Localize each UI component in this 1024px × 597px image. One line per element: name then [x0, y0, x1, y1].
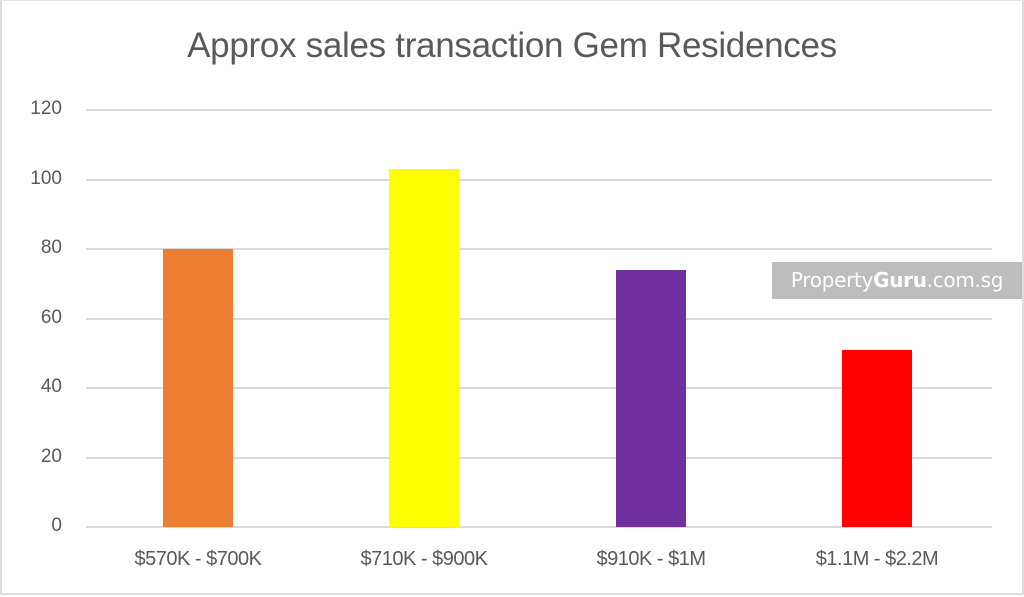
watermark-prefix: Property [790, 268, 874, 292]
gridline [86, 317, 992, 320]
x-tick-label: $570K - $700K [134, 548, 262, 570]
y-tick-label: 40 [40, 376, 62, 397]
x-tick-label: $910K - $1M [596, 548, 706, 570]
gridline [86, 109, 992, 111]
gridline [86, 178, 992, 181]
y-tick-label: 100 [30, 167, 62, 189]
gridline [86, 526, 992, 528]
x-tick-label: $710K - $900K [360, 548, 488, 570]
propertyguru-watermark: PropertyGuru.com.sg [772, 262, 1022, 299]
x-tick-label: $1.1M - $2.2M [815, 548, 939, 570]
bar [389, 169, 459, 527]
y-tick-label: 0 [51, 515, 62, 536]
gridline [86, 248, 992, 250]
y-tick-label: 80 [40, 237, 62, 258]
watermark-suffix: .com.sg [926, 268, 1004, 292]
bar [616, 269, 686, 527]
bar [842, 349, 912, 527]
chart-title: Approx sales transaction Gem Residences [187, 26, 837, 65]
y-tick-label: 60 [40, 306, 62, 328]
gridline [86, 456, 992, 459]
y-tick-label: 20 [40, 445, 62, 467]
watermark-bold: Guru [873, 268, 927, 292]
y-tick-label: 120 [30, 98, 62, 119]
gridline [86, 387, 992, 389]
bar [163, 249, 233, 527]
